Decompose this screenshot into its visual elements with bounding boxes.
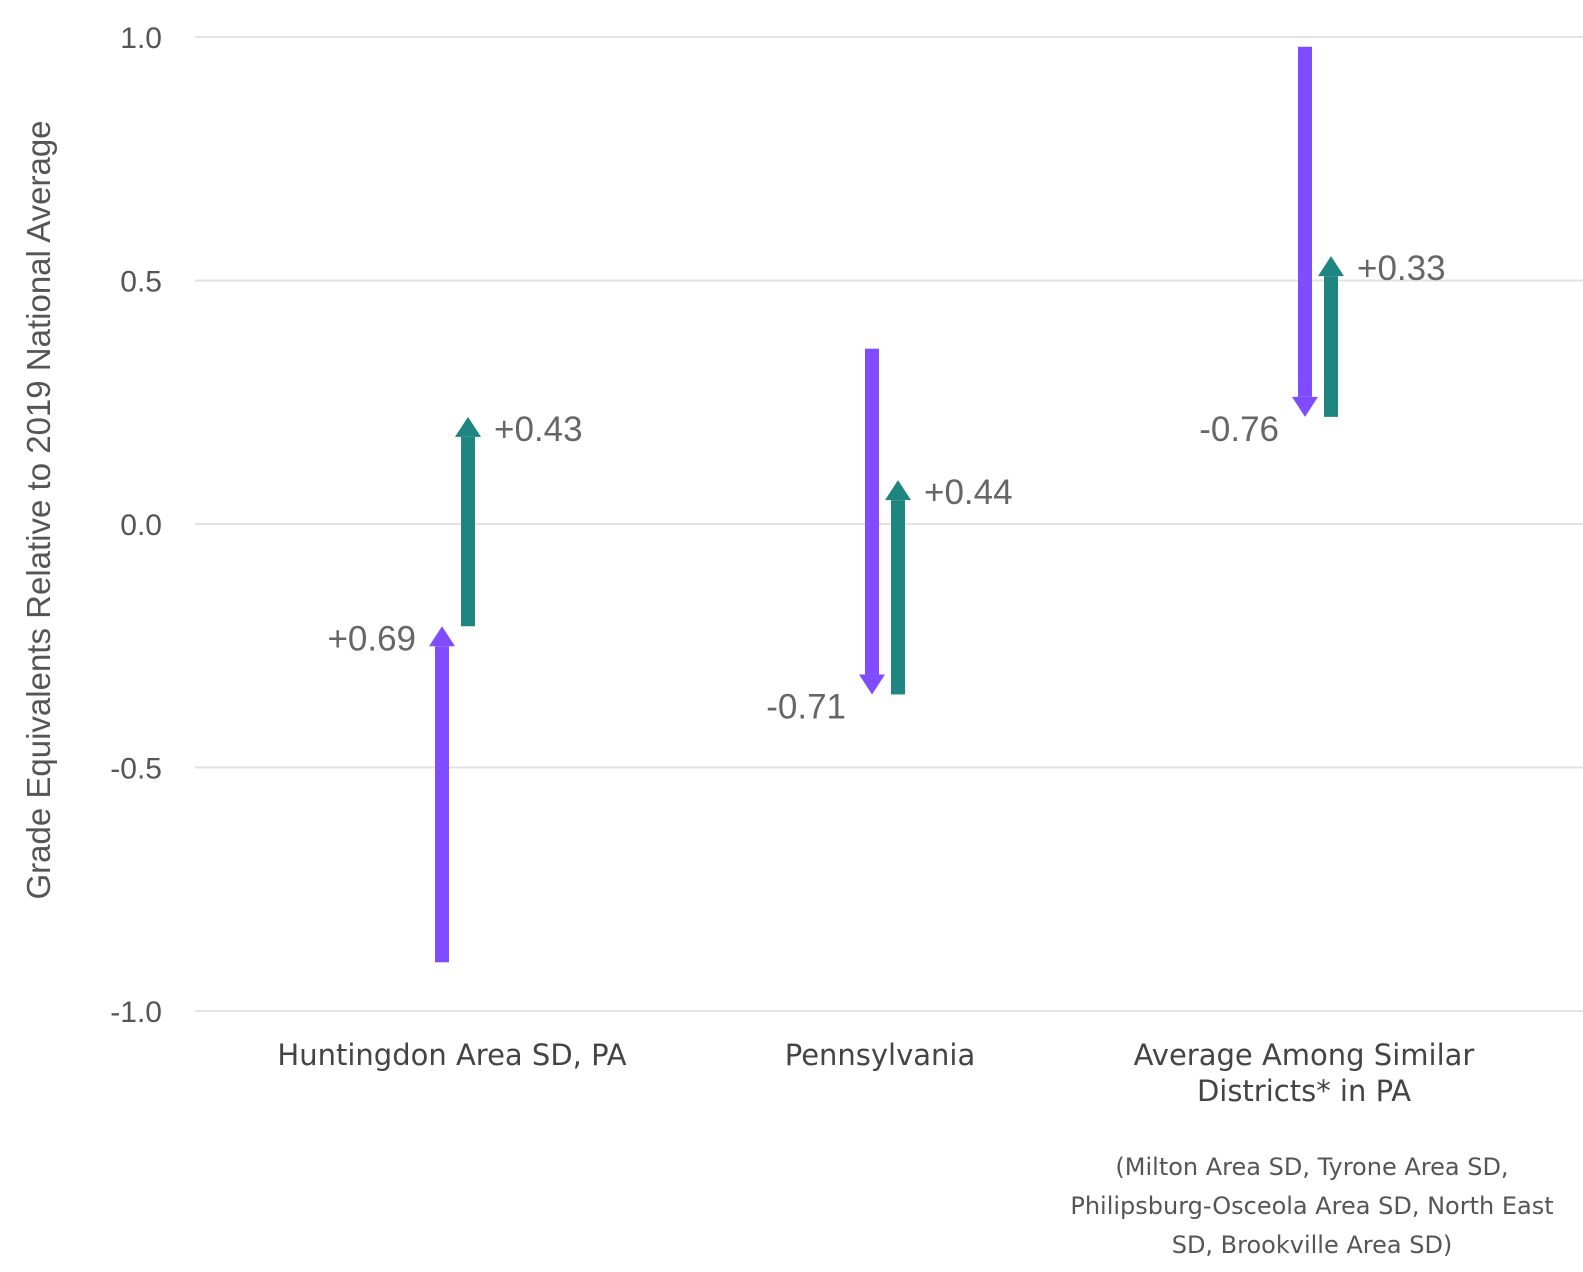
category-label: Districts* in PA (1197, 1074, 1411, 1108)
arrow-mark (859, 348, 885, 695)
category-note: SD, Brookville Area SD) (1172, 1231, 1453, 1259)
y-tick-label: -0.5 (110, 753, 162, 786)
data-labels: +0.69 -0.71 -0.76 +0.43 +0.44 +0.33 (327, 249, 1445, 726)
data-label: +0.44 (924, 473, 1013, 512)
category-note: Philipsburg-Osceola Area SD, North East (1070, 1192, 1553, 1220)
arrow-mark (455, 416, 481, 627)
arrow-mark (429, 626, 455, 963)
category-labels: Huntingdon Area SD, PA Pennsylvania Averag… (277, 1038, 1553, 1259)
arrow-shaft (461, 436, 475, 627)
data-label: -0.76 (1199, 410, 1279, 449)
y-tick-label: 1.0 (120, 22, 162, 55)
category-note: (Milton Area SD, Tyrone Area SD, (1115, 1153, 1508, 1181)
category-label: Pennsylvania (785, 1038, 976, 1072)
arrow-head (455, 416, 481, 437)
data-label: +0.43 (494, 410, 583, 449)
y-tick-label: 0.5 (120, 266, 162, 299)
arrow-mark (1318, 256, 1344, 417)
arrow-shaft (865, 348, 879, 675)
arrow-shaft (435, 646, 449, 963)
arrow-head (1318, 256, 1344, 277)
grid-lines (195, 36, 1583, 1012)
arrow-shaft (1298, 46, 1312, 397)
data-label: +0.33 (1357, 249, 1446, 288)
arrow-mark (1292, 46, 1318, 417)
y-tick-labels: 1.0 0.5 0.0 -0.5 -1.0 (110, 22, 162, 1029)
category-label: Average Among Similar (1134, 1038, 1475, 1072)
data-label: -0.71 (766, 687, 846, 726)
arrow-shaft (891, 500, 905, 695)
category-label: Huntingdon Area SD, PA (277, 1038, 626, 1072)
arrow-head (1292, 396, 1318, 417)
y-tick-label: -1.0 (110, 996, 162, 1029)
arrow-mark (885, 480, 911, 695)
y-axis-label: Grade Equivalents Relative to 2019 Natio… (20, 120, 57, 899)
arrow-shaft (1324, 276, 1338, 417)
arrows (429, 46, 1344, 963)
arrow-head (429, 626, 455, 647)
arrow-head (859, 674, 885, 695)
data-label: +0.69 (327, 619, 416, 658)
arrow-head (885, 480, 911, 501)
y-tick-label: 0.0 (120, 509, 162, 542)
